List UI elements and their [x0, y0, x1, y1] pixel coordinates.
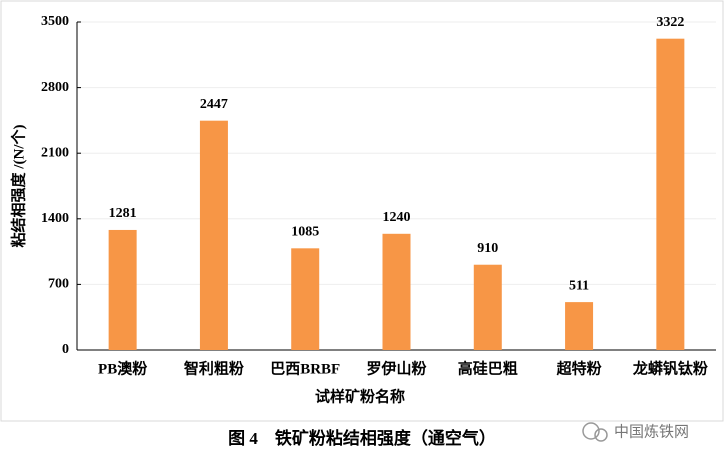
x-tick-label: PB澳粉	[98, 359, 147, 377]
caption: 图 4 铁矿粉粘结相强度（通空气）	[228, 428, 496, 448]
x-axis-label: 试样矿粉名称	[315, 387, 405, 405]
watermark-icon	[582, 422, 608, 442]
y-tick-label: 1400	[41, 211, 69, 226]
chart-border	[0, 0, 724, 422]
bar	[291, 248, 320, 350]
y-tick-label: 2800	[41, 80, 69, 95]
y-tick-label: 2100	[41, 145, 69, 160]
y-axis-label: 粘结相强度 /(N/个)	[9, 125, 27, 248]
bar	[382, 233, 411, 350]
x-tick-label: 智利粗粉	[184, 359, 244, 377]
data-label: 2447	[200, 97, 228, 112]
x-tick-label: 高硅巴粗	[458, 359, 518, 377]
x-tick-label: 龙蟒钒钛粉	[632, 359, 708, 377]
y-tick-label: 3500	[41, 14, 69, 29]
x-tick-label: 巴西BRBF	[270, 360, 340, 377]
y-tick-label: 0	[62, 342, 69, 357]
y-tick-label: 700	[48, 277, 69, 292]
bar	[199, 120, 228, 350]
x-tick-label: 罗伊山粉	[366, 359, 426, 377]
data-label: 1085	[291, 225, 319, 240]
x-tick-label: 超特粉	[556, 359, 602, 377]
bar	[473, 264, 502, 350]
data-label: 3322	[656, 15, 684, 30]
watermark: 中国炼铁网	[614, 423, 689, 441]
data-label: 1281	[109, 206, 137, 221]
bar	[656, 38, 685, 350]
bar	[565, 302, 594, 350]
data-label: 511	[569, 278, 589, 293]
data-label: 1240	[383, 210, 411, 225]
data-label: 910	[477, 241, 498, 256]
bar	[108, 229, 137, 350]
